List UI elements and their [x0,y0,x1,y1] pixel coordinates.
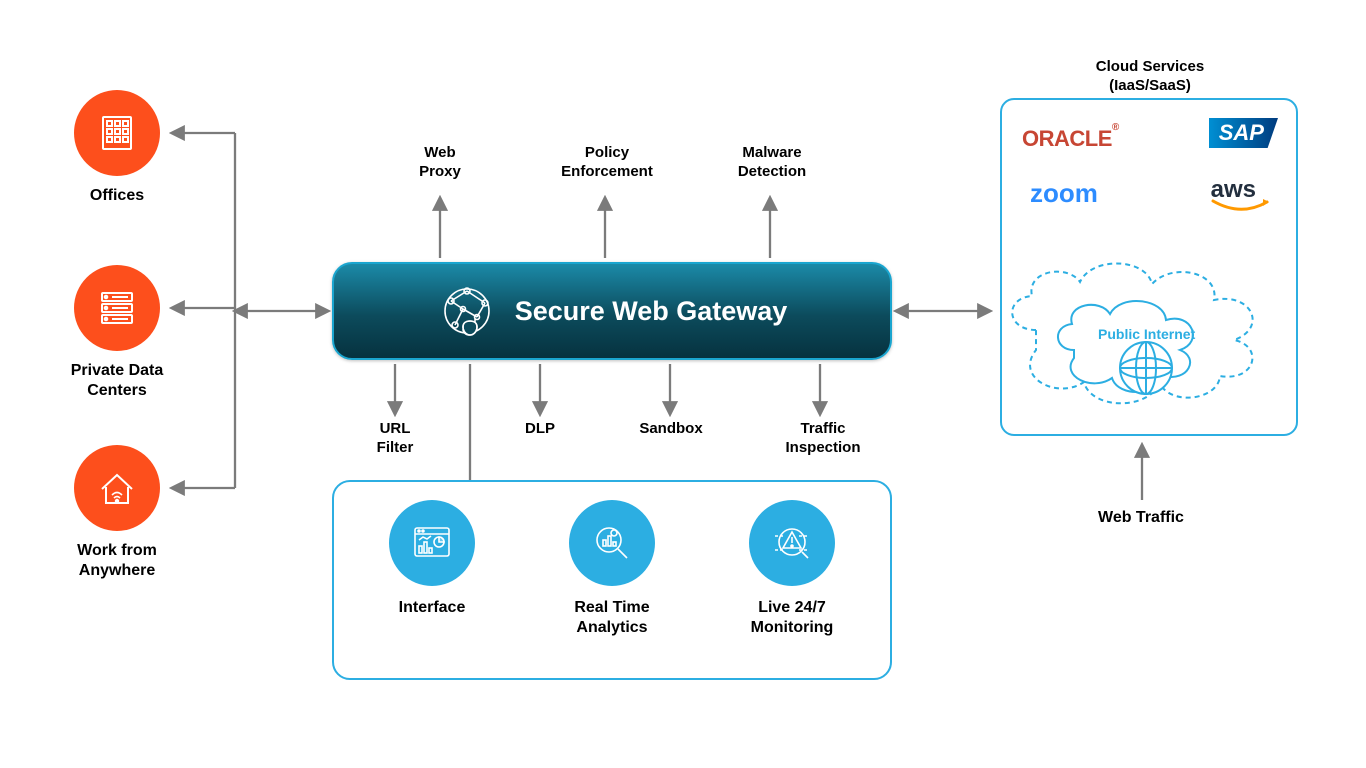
panel-item-analytics: Real Time Analytics [569,500,655,638]
home-icon [74,445,160,531]
node-offices: Offices [74,90,160,206]
gateway-box: Secure Web Gateway [332,262,892,360]
cloud-panel-title: Cloud Services (IaaS/SaaS) [1060,58,1240,96]
panel-interface-label: Interface [389,598,475,618]
logo-oracle: ORACLE® [1022,126,1119,152]
web-traffic-label: Web Traffic [1098,508,1184,528]
gateway-network-icon [437,281,497,341]
gateway-title: Secure Web Gateway [515,296,788,327]
monitor-icon [749,500,835,586]
feature-web-proxy: Web Proxy [405,144,475,182]
dashboard-icon [389,500,475,586]
feature-url-filter: URL Filter [370,420,420,458]
feature-traffic-inspection: Traffic Inspection [778,420,868,458]
servers-icon [74,265,160,351]
cloud-panel: ORACLE® SAP zoom aws Public Internet [1000,98,1298,436]
node-pdc: Private Data Centers [74,265,172,401]
building-icon [74,90,160,176]
node-pdc-label: Private Data Centers [62,361,172,401]
feature-dlp: DLP [522,420,558,439]
feature-policy-enforcement: Policy Enforcement [552,144,662,182]
panel-item-monitoring: Live 24/7 Monitoring [749,500,835,638]
public-internet-label: Public Internet [1098,326,1195,342]
logo-zoom: zoom [1030,178,1098,209]
panel-monitoring-label: Live 24/7 Monitoring [749,598,835,638]
panel-analytics-label: Real Time Analytics [569,598,655,638]
logo-aws: aws [1211,176,1256,204]
analytics-icon [569,500,655,586]
panel-item-interface: Interface [389,500,475,618]
logo-sap: SAP [1209,118,1278,148]
feature-sandbox: Sandbox [636,420,706,439]
node-offices-label: Offices [74,186,160,206]
feature-malware-detection: Malware Detection [722,144,822,182]
public-internet-cloud [996,250,1306,440]
node-wfa-label: Work from Anywhere [62,541,172,581]
node-wfa: Work from Anywhere [74,445,172,581]
